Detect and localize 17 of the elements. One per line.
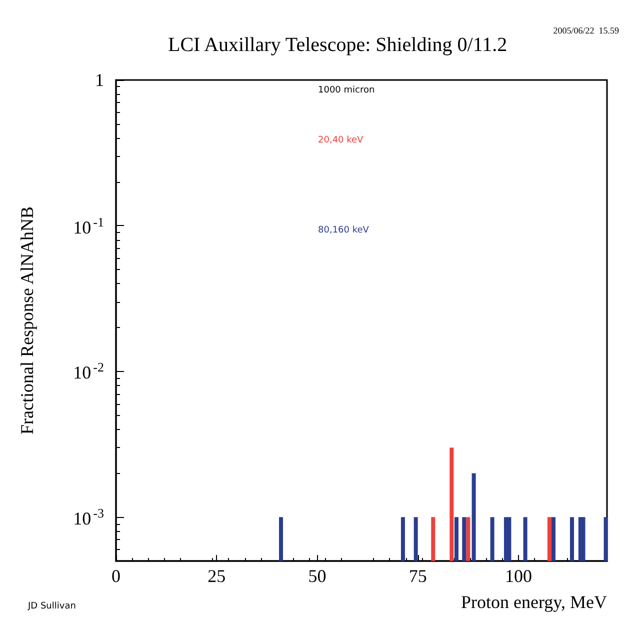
x-tick-label: 75 xyxy=(408,566,427,586)
y-tick-label: 1 xyxy=(95,70,104,90)
x-tick-label: 100 xyxy=(504,566,532,586)
y-tick-label: 10$^{-3}$ xyxy=(73,506,104,529)
text: 80,160 keV xyxy=(318,226,370,236)
text: 20,40 keV xyxy=(318,136,364,146)
y-axis-title: Fractional Response AlNAhNB xyxy=(17,206,37,434)
x-tick-label: 50 xyxy=(308,566,326,586)
chart-title: LCI Auxillary Telescope: Shielding 0/11.2 xyxy=(168,34,508,56)
annotation: 1000 micron xyxy=(318,86,375,96)
text: 2005/06/22 15.59 xyxy=(553,26,620,36)
y-tick-label: 10$^{-2}$ xyxy=(73,360,104,383)
y-tick-label: 10$^{-1}$ xyxy=(73,214,104,238)
text: JD Sullivan xyxy=(27,602,76,612)
x-tick-label: 25 xyxy=(208,566,226,586)
x-axis-title: Proton energy, MeV xyxy=(461,592,607,612)
x-tick-label: 0 xyxy=(112,566,120,586)
